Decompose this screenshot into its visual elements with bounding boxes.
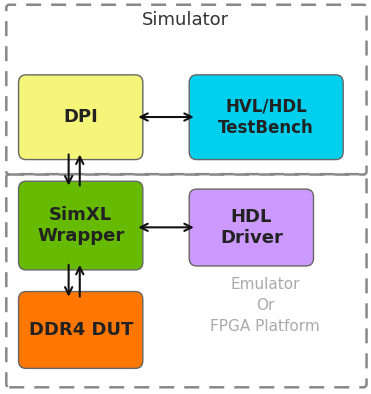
FancyBboxPatch shape xyxy=(189,189,313,266)
Text: Emulator
Or
FPGA Platform: Emulator Or FPGA Platform xyxy=(210,277,320,334)
FancyBboxPatch shape xyxy=(19,181,143,270)
Text: HVL/HDL
TestBench: HVL/HDL TestBench xyxy=(218,98,314,137)
FancyBboxPatch shape xyxy=(19,292,143,368)
Text: SimXL
Wrapper: SimXL Wrapper xyxy=(37,206,124,245)
Text: DPI: DPI xyxy=(63,108,98,126)
FancyBboxPatch shape xyxy=(189,75,343,160)
Text: Simulator: Simulator xyxy=(142,11,229,29)
Text: DDR4 DUT: DDR4 DUT xyxy=(29,321,133,339)
Text: HDL
Driver: HDL Driver xyxy=(220,208,283,247)
FancyBboxPatch shape xyxy=(19,75,143,160)
